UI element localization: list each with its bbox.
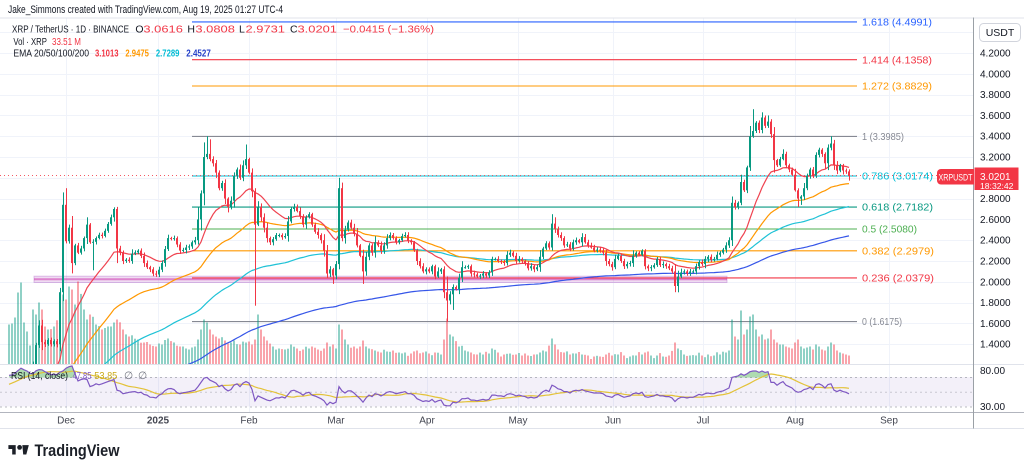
svg-text:2.0000: 2.0000 bbox=[980, 277, 1011, 288]
svg-text:2.4000: 2.4000 bbox=[980, 236, 1011, 247]
svg-text:May: May bbox=[509, 416, 528, 427]
svg-text:O: O bbox=[135, 23, 143, 35]
svg-text:∅: ∅ bbox=[124, 370, 133, 382]
svg-text:3.6000: 3.6000 bbox=[980, 111, 1011, 122]
svg-text:3.0201: 3.0201 bbox=[980, 172, 1011, 183]
svg-text:Feb: Feb bbox=[240, 416, 258, 427]
svg-text:0.382 (2.2979): 0.382 (2.2979) bbox=[862, 245, 934, 257]
svg-text:1.414 (4.1358): 1.414 (4.1358) bbox=[862, 54, 932, 66]
svg-text:Jun: Jun bbox=[605, 416, 621, 427]
svg-text:3.0201: 3.0201 bbox=[298, 23, 338, 35]
svg-text:XRPUSDT: XRPUSDT bbox=[939, 173, 973, 184]
svg-text:Apr: Apr bbox=[419, 416, 435, 427]
svg-text:2025: 2025 bbox=[147, 416, 170, 427]
svg-text:3.1013: 3.1013 bbox=[95, 49, 119, 60]
svg-text:Sep: Sep bbox=[880, 416, 898, 427]
svg-text:0.236 (2.0379): 0.236 (2.0379) bbox=[862, 273, 934, 285]
svg-text:3.0808: 3.0808 bbox=[195, 23, 235, 35]
svg-text:Dec: Dec bbox=[57, 416, 75, 427]
svg-text:1 (3.3985): 1 (3.3985) bbox=[862, 131, 904, 143]
svg-text:TradingView: TradingView bbox=[35, 441, 121, 460]
svg-text:53.85: 53.85 bbox=[94, 370, 117, 382]
svg-text:Jake_Simmons created with Trad: Jake_Simmons created with TradingView.co… bbox=[8, 4, 283, 16]
svg-text:47.85: 47.85 bbox=[73, 370, 92, 382]
svg-text:Vol · XRP: Vol · XRP bbox=[13, 37, 47, 48]
svg-text:XRP / TetherUS · 1D · BINANCE: XRP / TetherUS · 1D · BINANCE bbox=[12, 23, 129, 35]
svg-text:1.618 (4.4991): 1.618 (4.4991) bbox=[862, 17, 932, 29]
svg-text:−0.0415 (−1.36%): −0.0415 (−1.36%) bbox=[343, 23, 434, 35]
svg-text:80.00: 80.00 bbox=[980, 366, 1005, 377]
svg-text:USDT: USDT bbox=[986, 27, 1015, 39]
svg-text:0.618 (2.7182): 0.618 (2.7182) bbox=[862, 202, 933, 214]
svg-text:∅: ∅ bbox=[138, 370, 147, 382]
svg-text:H: H bbox=[187, 23, 195, 35]
svg-text:RSI (14, close): RSI (14, close) bbox=[11, 370, 68, 382]
svg-text:18:32:42: 18:32:42 bbox=[980, 181, 1014, 191]
svg-text:Mar: Mar bbox=[327, 416, 345, 427]
svg-text:EMA 20/50/100/200: EMA 20/50/100/200 bbox=[13, 49, 89, 60]
svg-text:0.5 (2.5080): 0.5 (2.5080) bbox=[862, 224, 917, 236]
svg-text:1.4000: 1.4000 bbox=[980, 340, 1011, 351]
svg-text:3.8000: 3.8000 bbox=[980, 90, 1011, 101]
svg-text:0 (1.6175): 0 (1.6175) bbox=[862, 316, 902, 328]
svg-text:3.0616: 3.0616 bbox=[143, 23, 183, 35]
svg-text:2.9731: 2.9731 bbox=[246, 23, 286, 35]
svg-text:2.8000: 2.8000 bbox=[980, 194, 1011, 205]
svg-text:2.7289: 2.7289 bbox=[156, 49, 180, 60]
svg-text:2.4527: 2.4527 bbox=[186, 49, 211, 60]
svg-text:2.6000: 2.6000 bbox=[980, 215, 1011, 226]
svg-text:1.8000: 1.8000 bbox=[980, 298, 1011, 309]
svg-text:0.786 (3.0174): 0.786 (3.0174) bbox=[862, 171, 933, 183]
svg-text:Aug: Aug bbox=[786, 416, 804, 427]
svg-text:2.2000: 2.2000 bbox=[980, 257, 1011, 268]
svg-text:2.9475: 2.9475 bbox=[125, 49, 149, 60]
svg-text:1.272 (3.8829): 1.272 (3.8829) bbox=[862, 81, 932, 93]
svg-text:1.6000: 1.6000 bbox=[980, 319, 1011, 330]
svg-text:4.0000: 4.0000 bbox=[980, 69, 1011, 80]
svg-text:L: L bbox=[239, 23, 245, 35]
svg-text:3.2000: 3.2000 bbox=[980, 153, 1011, 164]
svg-text:Jul: Jul bbox=[697, 416, 710, 427]
svg-text:30.00: 30.00 bbox=[980, 402, 1005, 413]
svg-text:4.2000: 4.2000 bbox=[980, 49, 1011, 60]
svg-text:33.51 M: 33.51 M bbox=[52, 37, 81, 48]
svg-text:C: C bbox=[290, 23, 298, 35]
svg-text:3.4000: 3.4000 bbox=[980, 132, 1011, 143]
